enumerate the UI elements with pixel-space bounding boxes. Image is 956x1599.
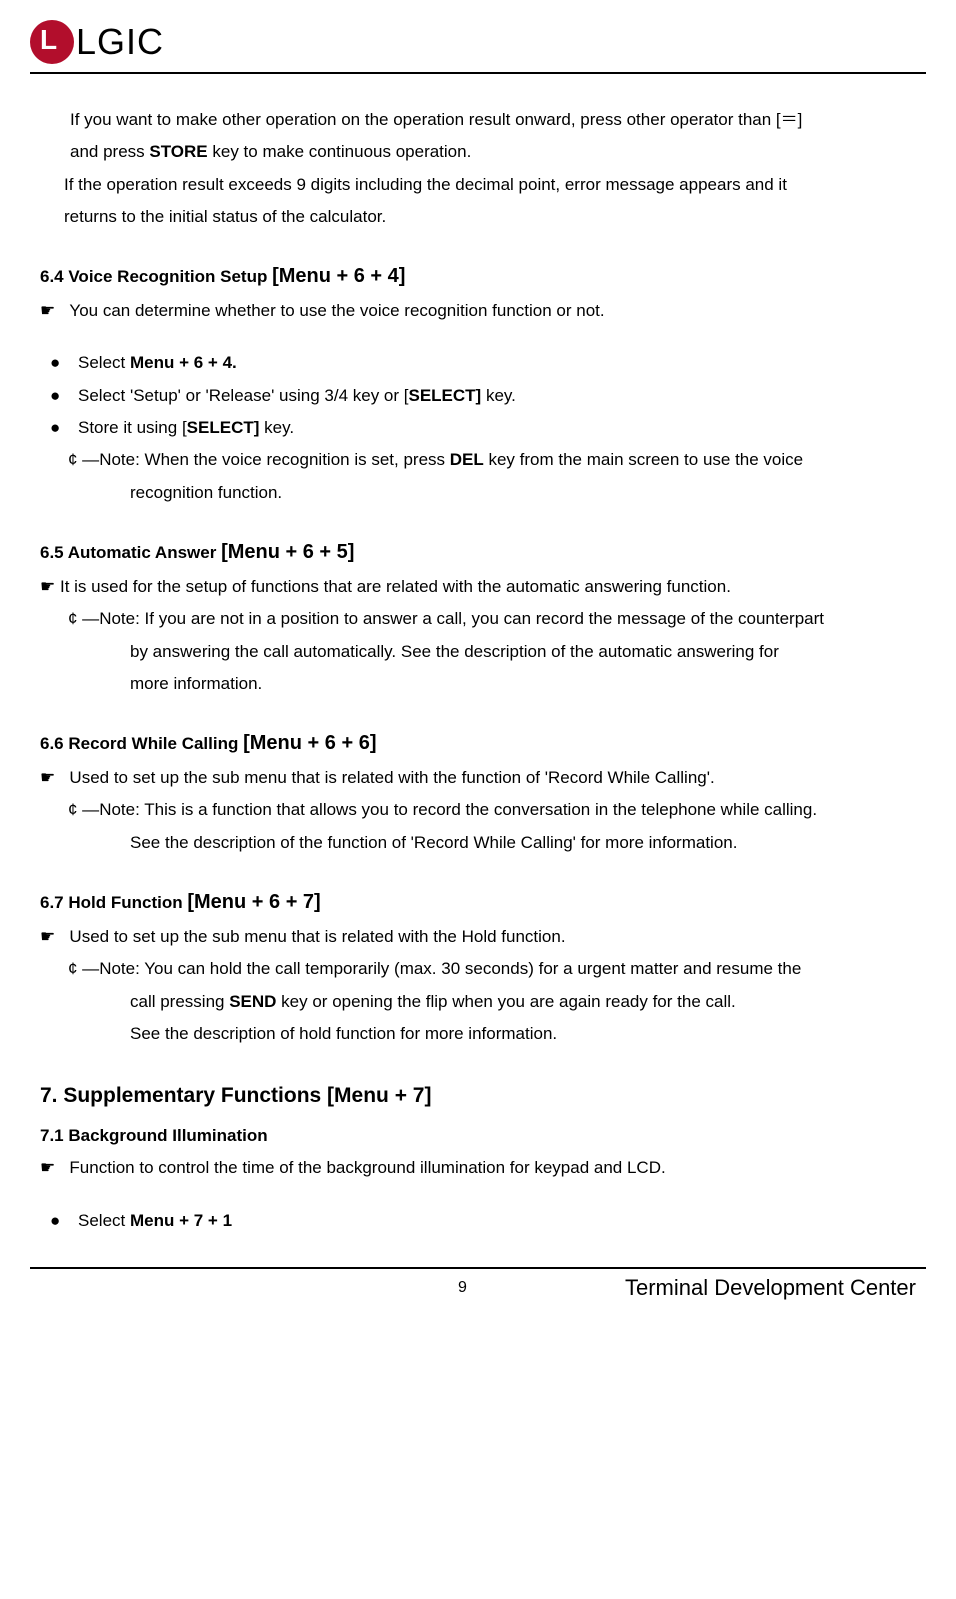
section-67-desc: ☛ Used to set up the sub menu that is re…	[40, 921, 916, 953]
intro-line1: If you want to make other operation on t…	[70, 104, 916, 136]
footer: 9 Terminal Development Center	[30, 1275, 926, 1311]
section-67-title: 6.7 Hold Function [Menu + 6 + 7]	[40, 883, 916, 921]
s64-bullet-2: ●Select 'Setup' or 'Release' using 3/4 k…	[50, 380, 916, 412]
s65-note-1: ¢ —Note: If you are not in a position to…	[68, 603, 916, 635]
bullet-icon: ●	[50, 412, 78, 444]
s7-bullet-1: ●Select Menu + 7 + 1	[50, 1205, 916, 1237]
section-65-desc: ☛ It is used for the setup of functions …	[40, 571, 916, 603]
bullet-icon: ●	[50, 347, 78, 379]
s64-note-1: ¢ —Note: When the voice recognition is s…	[68, 444, 916, 476]
pointer-icon: ☛	[40, 577, 55, 596]
pointer-icon: ☛	[40, 927, 55, 946]
section-64-desc: ☛ You can determine whether to use the v…	[40, 295, 916, 327]
s64-bullet-3: ●Store it using [SELECT] key.	[50, 412, 916, 444]
bullet-icon: ●	[50, 1205, 78, 1237]
s64-note-2: recognition function.	[130, 477, 916, 509]
footer-divider	[30, 1267, 926, 1269]
brand-text: LGIC	[76, 21, 164, 63]
section-65-title: 6.5 Automatic Answer [Menu + 6 + 5]	[40, 533, 916, 571]
header-divider	[30, 72, 926, 74]
intro-line3: If the operation result exceeds 9 digits…	[64, 169, 916, 201]
s65-note-3: more information.	[130, 668, 916, 700]
s67-note-3: See the description of hold function for…	[130, 1018, 916, 1050]
s66-note-1: ¢ —Note: This is a function that allows …	[68, 794, 916, 826]
section-71-desc: ☛ Function to control the time of the ba…	[40, 1152, 916, 1184]
content: If you want to make other operation on t…	[30, 104, 926, 1237]
header: L LGIC	[30, 20, 926, 72]
footer-right-text: Terminal Development Center	[625, 1275, 916, 1301]
s67-note-1: ¢ —Note: You can hold the call temporari…	[68, 953, 916, 985]
lg-logo-icon: L	[30, 20, 74, 64]
s67-note-2: call pressing SEND key or opening the fl…	[130, 986, 916, 1018]
page-number: 9	[300, 1279, 625, 1297]
pointer-icon: ☛	[40, 1158, 55, 1177]
section-7-title: 7. Supplementary Functions [Menu + 7]	[40, 1076, 916, 1116]
intro-line2: and press STORE key to make continuous o…	[70, 136, 916, 168]
s64-bullet-1: ●Select Menu + 6 + 4.	[50, 347, 916, 379]
section-64-title: 6.4 Voice Recognition Setup [Menu + 6 + …	[40, 257, 916, 295]
section-66-title: 6.6 Record While Calling [Menu + 6 + 6]	[40, 724, 916, 762]
intro-line4: returns to the initial status of the cal…	[64, 201, 916, 233]
bullet-icon: ●	[50, 380, 78, 412]
section-66-desc: ☛ Used to set up the sub menu that is re…	[40, 762, 916, 794]
s65-note-2: by answering the call automatically. See…	[130, 636, 916, 668]
pointer-icon: ☛	[40, 768, 55, 787]
pointer-icon: ☛	[40, 301, 55, 320]
section-71-title: 7.1 Background Illumination	[40, 1120, 916, 1152]
logo-letter: L	[40, 24, 57, 56]
s66-note-2: See the description of the function of '…	[130, 827, 916, 859]
